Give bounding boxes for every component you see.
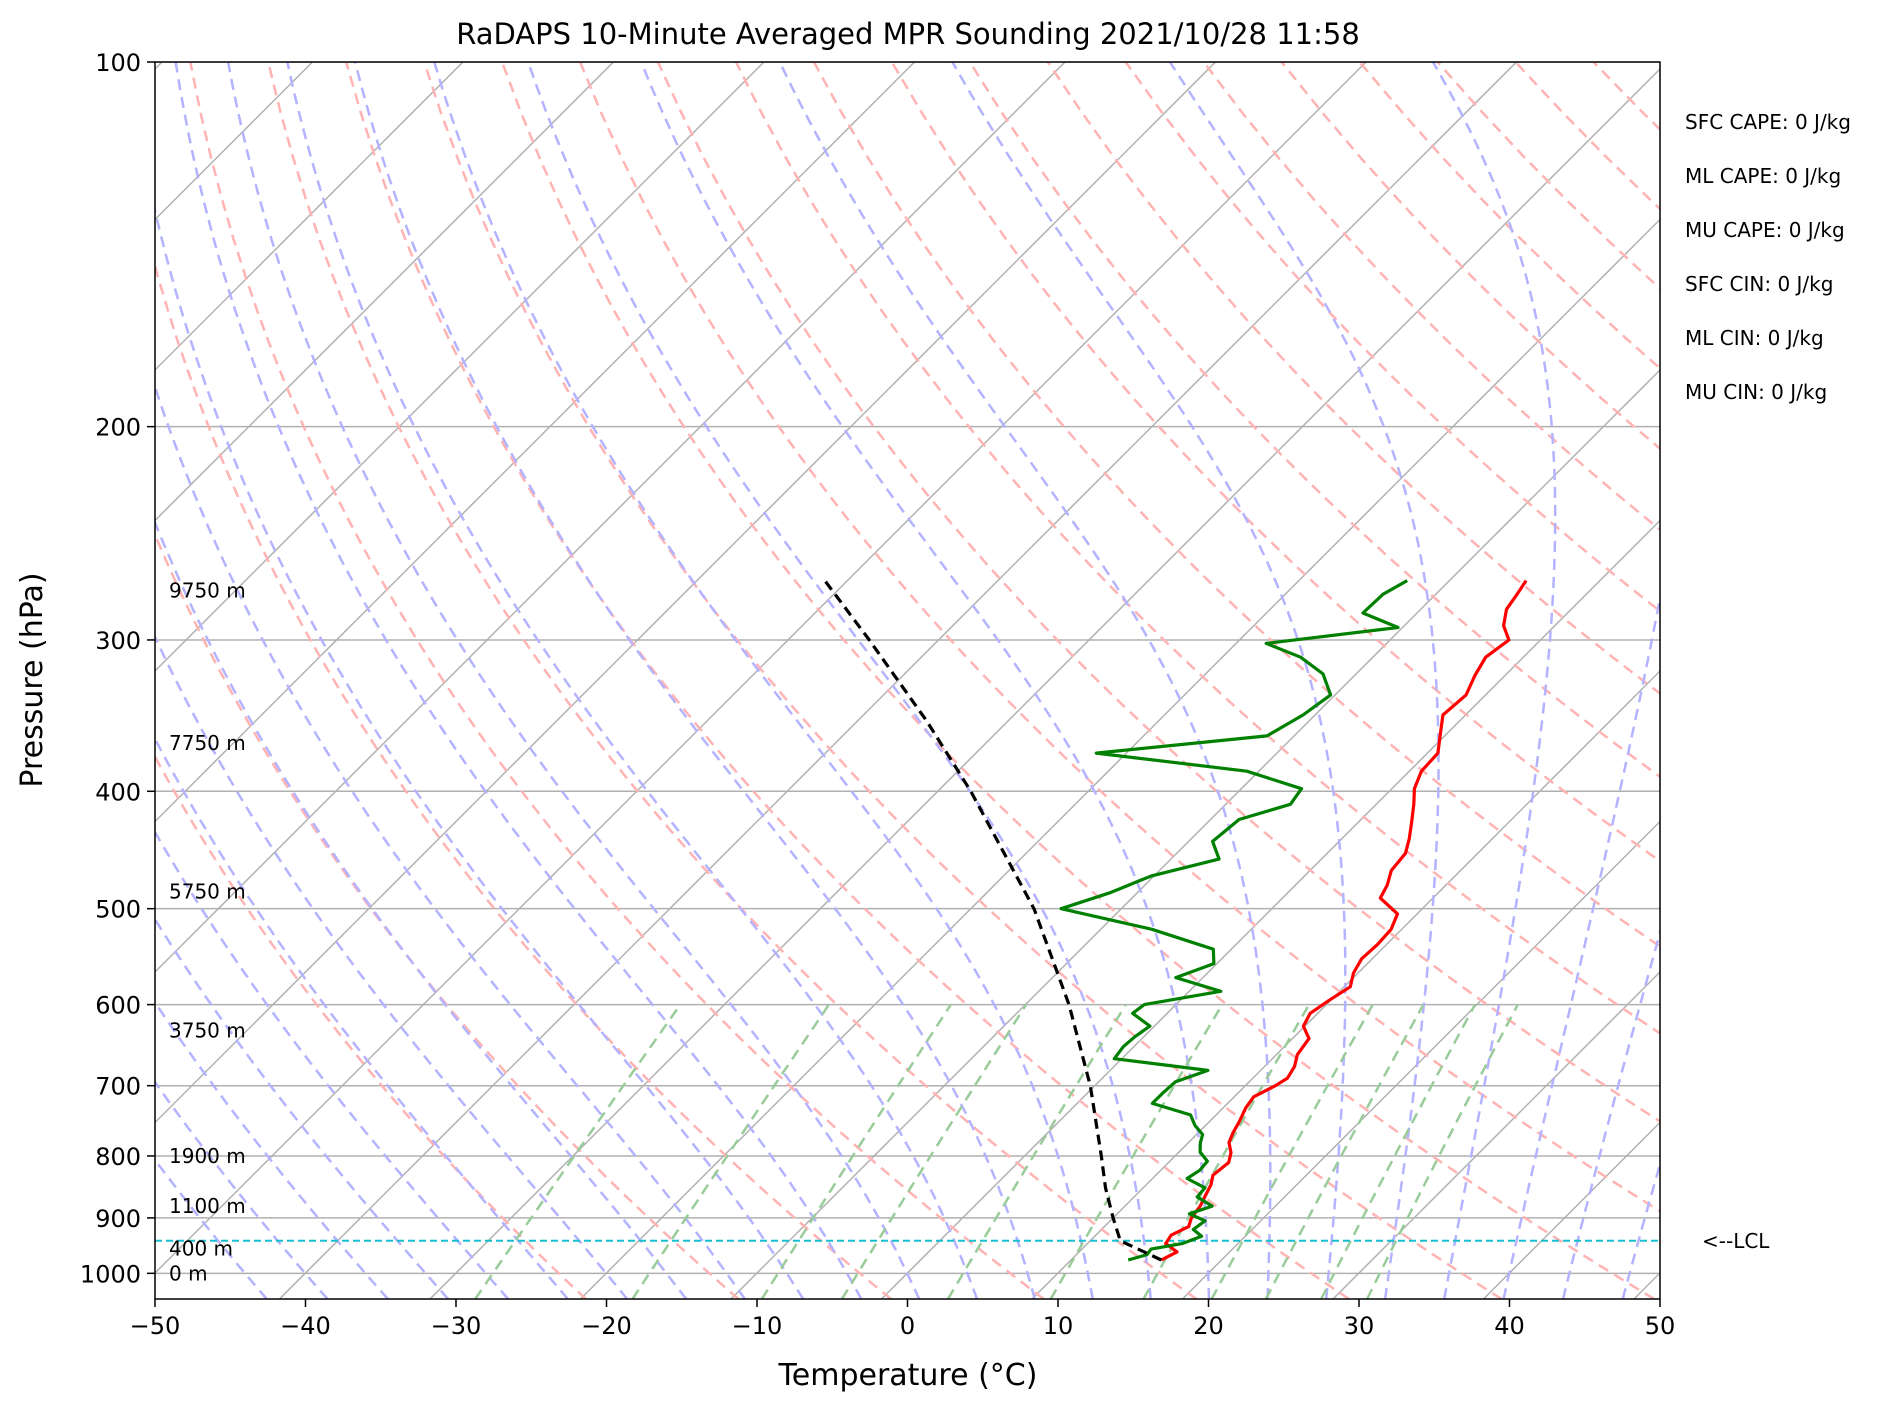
x-tick-label: 40 — [1494, 1312, 1525, 1340]
stability-index-label: ML CIN: 0 J/kg — [1685, 326, 1824, 350]
y-tick-label: 200 — [95, 414, 141, 442]
stability-index-label: SFC CAPE: 0 J/kg — [1685, 110, 1851, 134]
chart-title: RaDAPS 10-Minute Averaged MPR Sounding 2… — [456, 17, 1360, 51]
lcl-label: <--LCL — [1702, 1229, 1770, 1253]
x-axis-label: Temperature (°C) — [778, 1358, 1038, 1393]
y-axis-label: Pressure (hPa) — [15, 572, 50, 787]
x-tick-label: −40 — [280, 1312, 331, 1340]
x-tick-label: −50 — [130, 1312, 181, 1340]
stability-index-label: SFC CIN: 0 J/kg — [1685, 272, 1833, 296]
height-label: 3750 m — [169, 1018, 246, 1042]
y-tick-label: 900 — [95, 1205, 141, 1233]
y-tick-label: 700 — [95, 1073, 141, 1101]
y-tick-label: 1000 — [80, 1260, 141, 1288]
height-label: 400 m — [169, 1237, 233, 1261]
stability-index-label: MU CAPE: 0 J/kg — [1685, 218, 1845, 242]
x-tick-label: −30 — [431, 1312, 482, 1340]
x-tick-label: −10 — [732, 1312, 783, 1340]
stability-index-label: ML CAPE: 0 J/kg — [1685, 164, 1841, 188]
height-label: 9750 m — [169, 578, 246, 602]
x-tick-label: 30 — [1344, 1312, 1375, 1340]
y-tick-label: 300 — [95, 627, 141, 655]
x-tick-label: 50 — [1645, 1312, 1676, 1340]
height-label: 5750 m — [169, 880, 246, 904]
x-tick-label: 0 — [900, 1312, 915, 1340]
y-tick-label: 400 — [95, 778, 141, 806]
height-label: 0 m — [169, 1261, 208, 1285]
stability-index-label: MU CIN: 0 J/kg — [1685, 380, 1827, 404]
x-tick-label: −20 — [581, 1312, 632, 1340]
y-tick-label: 600 — [95, 992, 141, 1020]
y-tick-label: 800 — [95, 1143, 141, 1171]
y-tick-label: 500 — [95, 896, 141, 924]
x-tick-label: 10 — [1043, 1312, 1074, 1340]
height-label: 1900 m — [169, 1144, 246, 1168]
height-label: 7750 m — [169, 731, 246, 755]
y-tick-label: 100 — [95, 49, 141, 77]
height-label: 1100 m — [169, 1194, 246, 1218]
x-tick-label: 20 — [1193, 1312, 1224, 1340]
